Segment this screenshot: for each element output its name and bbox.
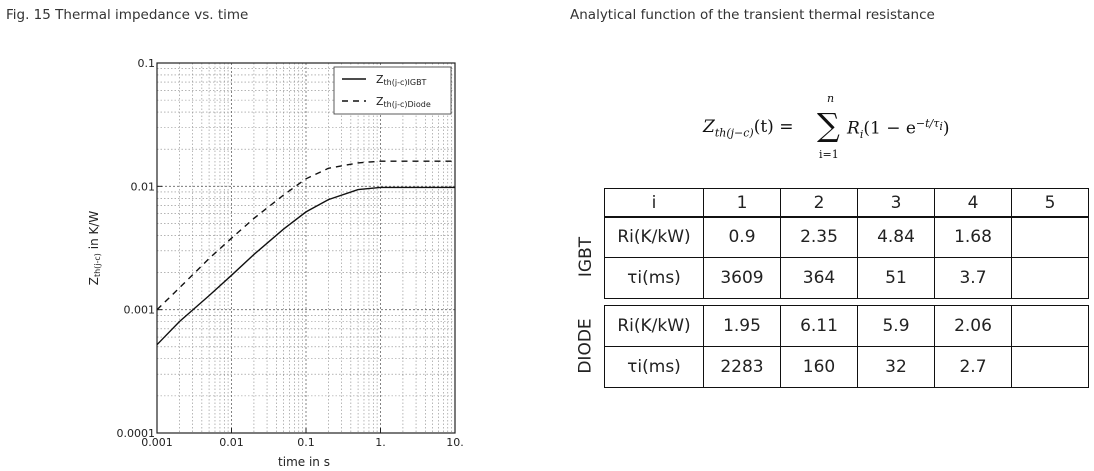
table-cell: 3609	[703, 257, 781, 299]
table-header-row: i 1 2 3 4 5	[604, 188, 1089, 218]
x-axis-label: time in s	[278, 455, 330, 469]
table-cell: 2.35	[780, 216, 858, 258]
formula-upper-limit: n	[827, 92, 835, 105]
table-cell: 5.9	[857, 305, 935, 347]
table-header-cell: i	[604, 188, 704, 218]
table-row: Ri(K/kW) 0.9 2.35 4.84 1.68	[604, 216, 1089, 258]
y-tick-label: 0.01	[131, 180, 156, 193]
series-line-diode	[156, 160, 455, 311]
formula-rhs: Ri(1 − e−t/τi)	[847, 117, 950, 142]
table-header-cell: 2	[780, 188, 858, 218]
table-cell: 51	[857, 257, 935, 299]
table-cell: 4.84	[857, 216, 935, 258]
x-tick-label: 0.1	[297, 436, 315, 449]
x-tick-label: 10.	[446, 436, 464, 449]
table-cell: 32	[857, 346, 935, 388]
legend-label: Zth(j-c)Diode	[376, 95, 431, 109]
table-header-cell: 1	[703, 188, 781, 218]
table-cell: 2283	[703, 346, 781, 388]
table-row: τi(ms) 2283 160 32 2.7	[604, 346, 1089, 388]
table-cell: 6.11	[780, 305, 858, 347]
table-header-cell: 4	[934, 188, 1012, 218]
y-tick-label: 0.1	[138, 57, 156, 70]
table-header-cell: 3	[857, 188, 935, 218]
formula-lower-limit: i=1	[819, 148, 839, 161]
table-cell	[1011, 305, 1089, 347]
table-cell: 2.06	[934, 305, 1012, 347]
figure-title: Fig. 15 Thermal impedance vs. time	[6, 7, 249, 23]
formula-sum-symbol: ∑	[817, 106, 840, 144]
thermal-resistance-formula: Zth(j−c)(t) = n ∑ i=1 Ri(1 − e−t/τi)	[703, 92, 963, 164]
table-cell: 3.7	[934, 257, 1012, 299]
legend-box	[333, 66, 452, 115]
legend-label: Zth(j-c)IGBT	[376, 73, 427, 87]
thermal-impedance-chart: 0.001 0.01 0.1 1. 10.0.00010.0010.010.1time …	[87, 57, 464, 469]
y-tick-label: 0.0001	[117, 427, 156, 440]
table-header-cell: 5	[1011, 188, 1089, 218]
row-label: τi(ms)	[604, 257, 704, 299]
y-tick-label: 0.001	[124, 304, 156, 317]
diode-parameter-table: Ri(K/kW) 1.95 6.11 5.9 2.06 τi(ms) 2283 …	[604, 305, 1089, 388]
table-cell	[1011, 257, 1089, 299]
x-tick-label: 0.001	[141, 436, 173, 449]
table-cell	[1011, 346, 1089, 388]
table-cell: 1.95	[703, 305, 781, 347]
parameter-table-header: i 1 2 3 4 5	[604, 188, 1089, 218]
x-tick-label: 1.	[375, 436, 386, 449]
table-row: Ri(K/kW) 1.95 6.11 5.9 2.06	[604, 305, 1089, 347]
table-cell: 364	[780, 257, 858, 299]
group-label-igbt: IGBT	[576, 236, 597, 278]
table-cell: 160	[780, 346, 858, 388]
table-cell: 2.7	[934, 346, 1012, 388]
group-label-diode: DIODE	[576, 318, 597, 374]
formula-lhs: Zth(j−c)(t) =	[703, 117, 794, 140]
igbt-parameter-table: Ri(K/kW) 0.9 2.35 4.84 1.68 τi(ms) 3609 …	[604, 216, 1089, 299]
row-label: Ri(K/kW)	[604, 216, 704, 258]
x-tick-label: 0.01	[219, 436, 244, 449]
table-cell	[1011, 216, 1089, 258]
row-label: τi(ms)	[604, 346, 704, 388]
table-row: τi(ms) 3609 364 51 3.7	[604, 257, 1089, 299]
formula-section-title: Analytical function of the transient the…	[570, 7, 935, 23]
row-label: Ri(K/kW)	[604, 305, 704, 347]
y-axis-label: Zth(j-c) in K/W	[87, 211, 102, 286]
table-cell: 1.68	[934, 216, 1012, 258]
series-line-igbt	[156, 186, 455, 346]
table-cell: 0.9	[703, 216, 781, 258]
